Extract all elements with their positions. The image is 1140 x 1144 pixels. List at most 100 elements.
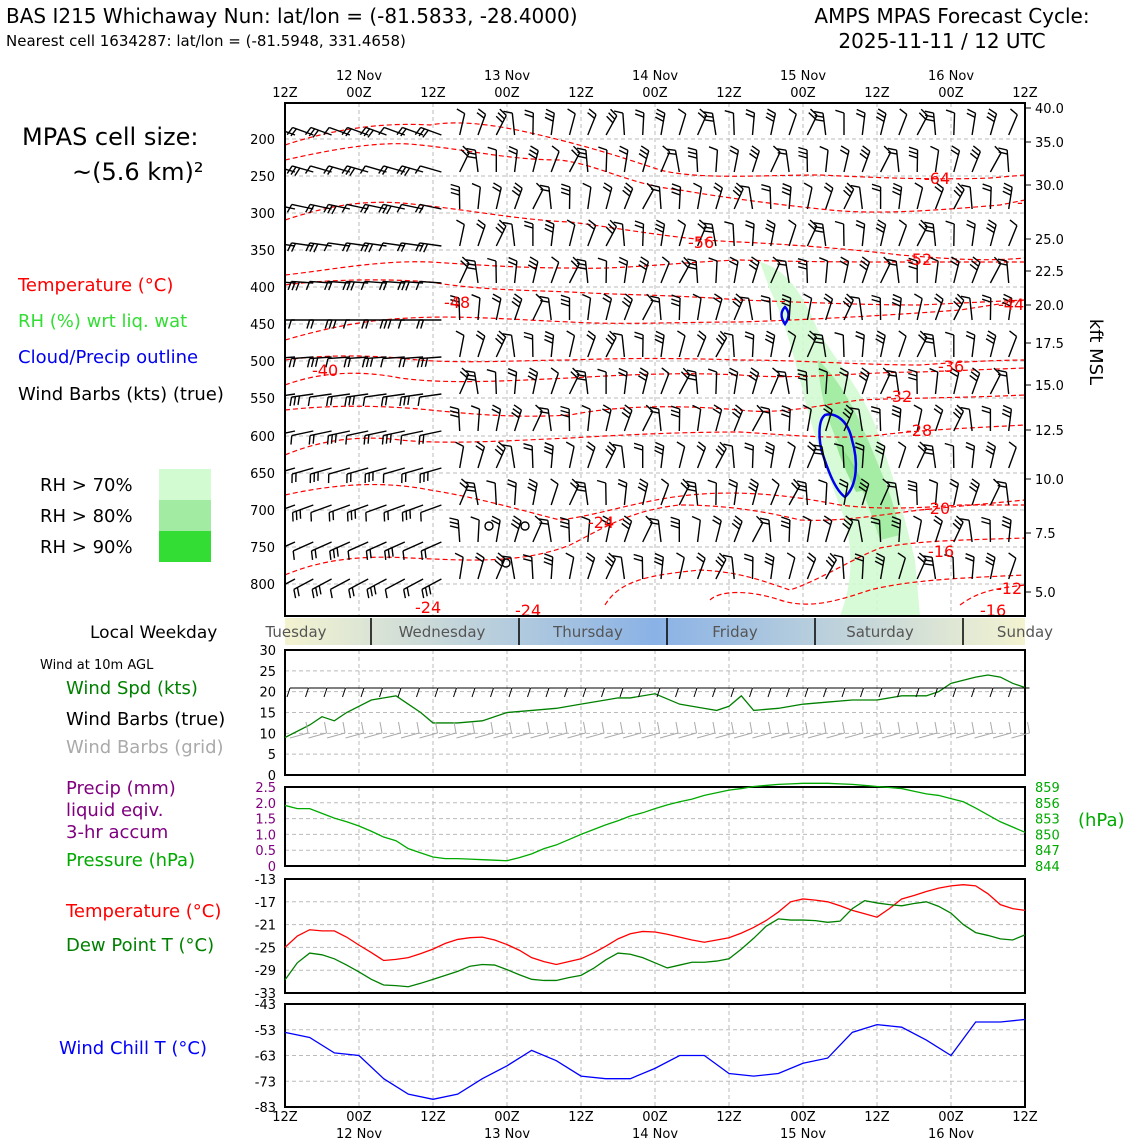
grid-wind-barb-feather xyxy=(824,722,826,733)
wind-barb-feather xyxy=(450,522,459,524)
wind-barb-feather xyxy=(729,479,737,483)
wind-barb-feather xyxy=(892,191,900,195)
wind-barb-staff xyxy=(512,113,514,135)
wind-barb-feather xyxy=(746,114,754,117)
surface-wind-barb-feather xyxy=(676,688,679,697)
wind-barb-feather xyxy=(455,553,463,557)
wind-barb-feather xyxy=(529,261,537,266)
wind-barb-feather xyxy=(761,185,770,187)
wind-barb-staff xyxy=(570,336,575,357)
wind-barb-feather xyxy=(688,267,697,269)
height-tick-label: 30.0 xyxy=(1035,179,1064,194)
wind-barb-feather xyxy=(508,369,516,372)
wind-barb-feather xyxy=(650,296,659,298)
wind-barb-feather xyxy=(872,295,881,298)
wind-barb-staff xyxy=(533,300,543,320)
wind-barb-feather xyxy=(512,520,519,525)
wind-barb-feather xyxy=(545,228,553,232)
surface-wind-barb-feather xyxy=(602,688,605,697)
wind-barb-feather xyxy=(583,183,591,187)
panel-y-tick-label: -25 xyxy=(255,941,276,956)
wind-barb-staff xyxy=(698,520,701,542)
wind-barb-feather xyxy=(709,147,717,150)
wind-barb-feather xyxy=(291,436,292,445)
wind-barb-staff xyxy=(551,484,558,505)
wind-barb-feather xyxy=(656,224,664,228)
wind-barb-feather xyxy=(966,447,974,451)
bottom-time-tick-label: 12Z xyxy=(864,1110,890,1125)
wind-barb-feather xyxy=(655,442,663,446)
legend-wind: Wind Barbs (kts) (true) xyxy=(18,384,224,405)
wind-barb-feather xyxy=(476,446,483,451)
wind-barb-feather xyxy=(804,294,812,298)
panel-y-tick-label: 2.5 xyxy=(255,781,276,796)
wind-barb-feather xyxy=(656,331,664,335)
wind-barb-feather xyxy=(478,220,485,225)
wind-barb-staff xyxy=(733,113,734,135)
wind-barb-feather xyxy=(493,183,501,188)
wind-barb-staff xyxy=(478,298,480,320)
wind-barb-feather xyxy=(385,551,386,560)
wind-barb-feather xyxy=(966,224,974,228)
wind-barb-feather xyxy=(809,553,816,559)
wind-barb-feather xyxy=(312,589,314,598)
wind-barb-staff xyxy=(698,409,701,431)
legend-cloud: Cloud/Precip outline xyxy=(18,347,198,368)
wind-barb-staff xyxy=(460,224,465,246)
wind-barb-feather xyxy=(331,435,332,444)
wind-barb-feather xyxy=(524,332,533,335)
wind-barb-feather xyxy=(705,120,714,121)
grid-wind-barb-feather xyxy=(621,722,623,733)
wind-barb-feather xyxy=(751,150,758,155)
wind-barb-feather xyxy=(946,221,955,224)
wind-barb-feather xyxy=(524,221,533,224)
temperature-contour-label: -44 xyxy=(998,295,1024,314)
wind-barb-feather xyxy=(688,156,697,158)
wind-barb-staff xyxy=(643,522,653,542)
wind-barb-feather xyxy=(698,224,705,230)
wind-barb-feather xyxy=(577,148,586,150)
grid-wind-barb xyxy=(401,733,419,738)
wind-barb-feather xyxy=(508,480,516,483)
wind-barb-feather xyxy=(337,548,338,557)
wind-barb-feather xyxy=(614,111,623,113)
grid-wind-barb xyxy=(309,733,327,738)
wind-barb-staff xyxy=(293,542,313,551)
wind-barb-feather xyxy=(475,557,483,562)
panel-y-tick-label: -73 xyxy=(255,1075,276,1090)
wind-barb-feather xyxy=(561,188,570,191)
wind-barb-feather xyxy=(988,442,996,447)
wind-barb-feather xyxy=(714,187,721,192)
temperature-contour-label: -24 xyxy=(515,601,541,620)
wind-barb-feather xyxy=(756,516,762,522)
wind-barb-feather xyxy=(925,111,934,113)
wind-barb-feather xyxy=(1009,553,1016,558)
wind-barb-feather xyxy=(749,153,756,158)
wind-barb-feather xyxy=(365,205,369,213)
wind-barb-staff xyxy=(842,557,844,579)
wind-barb-feather xyxy=(421,358,423,367)
wind-barb-feather xyxy=(945,443,954,446)
wind-barb-feather xyxy=(662,257,669,263)
panel-y-tick-label: -29 xyxy=(255,964,276,979)
wind-barb-staff xyxy=(881,263,891,283)
wind-barb-feather xyxy=(749,487,757,492)
pressure-label: Pressure (hPa) xyxy=(66,850,195,871)
wind-barb-feather xyxy=(313,130,318,137)
grid-wind-barb-feather xyxy=(473,722,475,733)
wind-barb-feather xyxy=(623,520,630,525)
surface-wind-barb-feather xyxy=(972,688,975,697)
wind-barb-feather xyxy=(693,183,701,187)
wind-barb-feather xyxy=(967,331,975,335)
wind-barb-staff xyxy=(716,372,717,394)
wind-barb-staff xyxy=(771,485,779,505)
wind-barb-feather xyxy=(566,442,574,446)
top-date-label: 14 Nov xyxy=(632,69,678,84)
wind-barb-feather xyxy=(604,294,612,299)
wind-barb-feather xyxy=(856,113,864,117)
surface-wind-barb-feather xyxy=(491,688,494,697)
wind-barb-feather xyxy=(671,303,679,306)
wind-barb-staff xyxy=(917,188,922,209)
station-title: BAS I215 Whichaway Nun: lat/lon = (-81.5… xyxy=(6,4,578,28)
grid-wind-barb-feather xyxy=(787,722,789,733)
